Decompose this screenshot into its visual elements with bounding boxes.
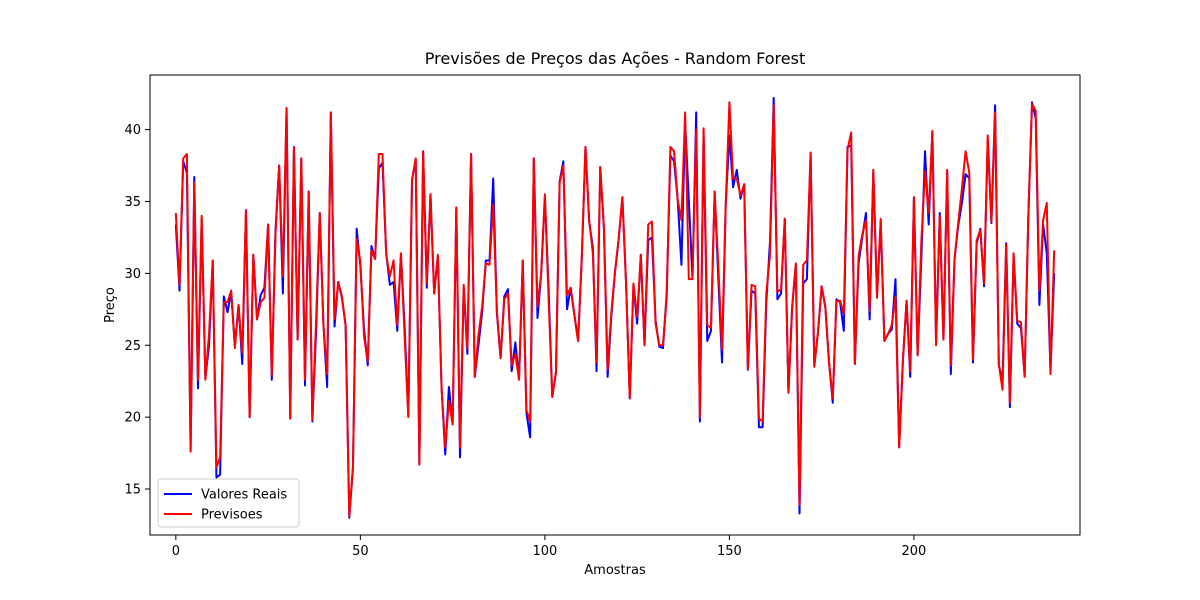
y-axis: 15 20 25 30 35 40 [124, 123, 150, 498]
legend-label-1: Valores Reais [201, 488, 287, 503]
legend-label-2: Previsoes [201, 508, 263, 523]
x-axis: 0 50 100 150 200 [172, 535, 927, 559]
y-tick-label: 15 [124, 483, 141, 498]
series-layer [174, 97, 1056, 519]
plot-frame [149, 74, 1081, 536]
y-tick-label: 20 [124, 411, 141, 426]
y-tick-label: 40 [124, 123, 141, 138]
x-tick-label: 100 [532, 544, 557, 559]
x-axis-title: Amostras [584, 563, 646, 578]
x-tick-label: 0 [172, 544, 180, 559]
x-tick-label: 150 [717, 544, 742, 559]
y-tick-label: 30 [124, 267, 141, 282]
chart-title: Previsões de Preços das Ações - Random F… [425, 49, 805, 68]
legend-box [157, 478, 300, 528]
y-axis-title: Preço [103, 287, 118, 323]
x-tick-label: 50 [352, 544, 369, 559]
series-line-2 [174, 101, 1056, 518]
legend: Valores Reais Previsoes [157, 478, 300, 528]
x-tick-label: 200 [902, 544, 927, 559]
y-tick-label: 35 [124, 195, 141, 210]
y-tick-label: 25 [124, 339, 141, 354]
